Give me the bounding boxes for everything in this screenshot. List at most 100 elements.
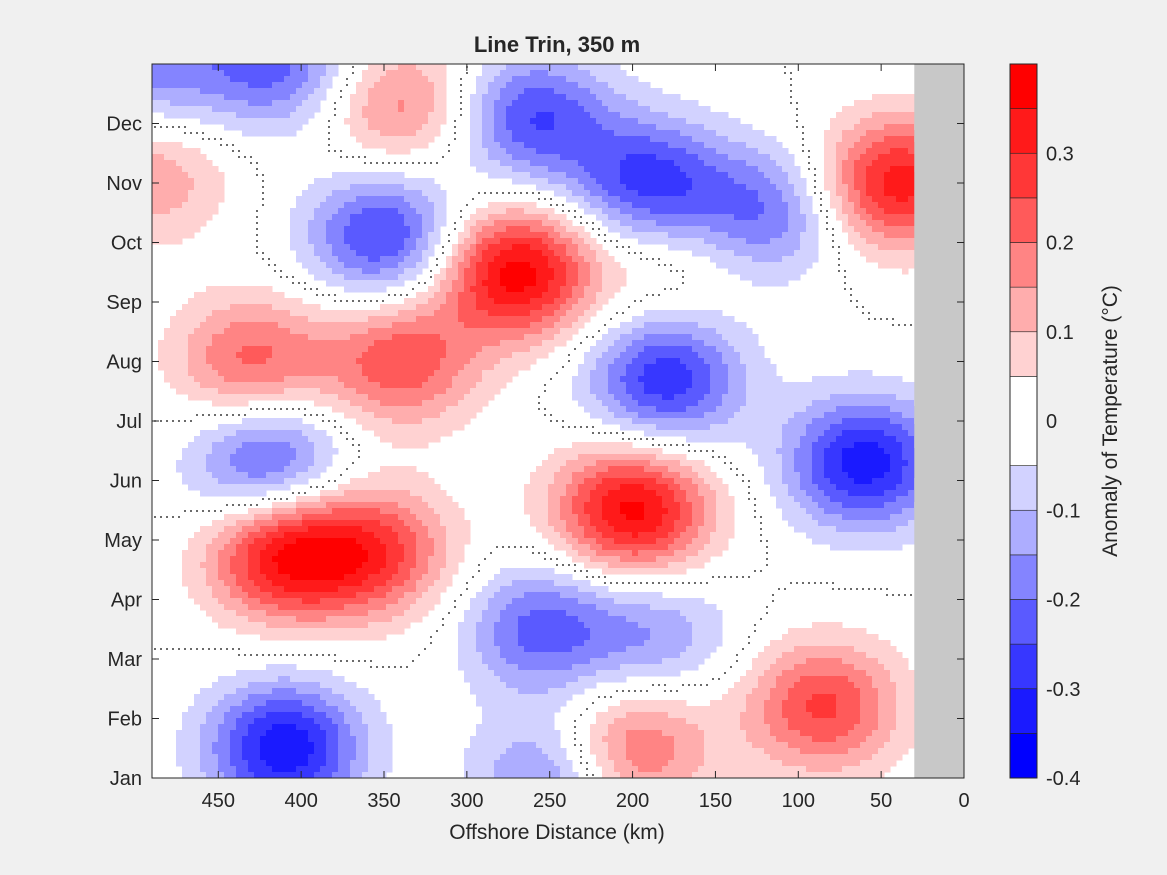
contour-cell <box>548 220 555 227</box>
contour-cell <box>848 202 855 209</box>
contour-cell <box>530 358 537 365</box>
contour-cell <box>512 154 519 161</box>
contour-cell <box>344 232 351 239</box>
contour-cell <box>152 214 159 221</box>
contour-cell <box>302 394 309 401</box>
contour-cell <box>212 286 219 293</box>
contour-cell <box>722 166 729 173</box>
contour-cell <box>464 316 471 323</box>
contour-cell <box>674 244 681 251</box>
contour-cell <box>620 322 627 329</box>
contour-cell <box>230 70 237 77</box>
contour-cell <box>854 124 861 131</box>
contour-cell <box>824 184 831 191</box>
contour-cell <box>830 184 837 191</box>
contour-cell <box>434 406 441 413</box>
contour-cell <box>620 160 627 167</box>
contour-cell <box>254 76 261 83</box>
contour-cell <box>218 64 225 71</box>
contour-cell <box>854 112 861 119</box>
contour-cell <box>518 88 525 95</box>
contour-cell <box>650 214 657 221</box>
contour-cell <box>356 94 363 101</box>
contour-cell <box>488 376 495 383</box>
contour-cell <box>344 376 351 383</box>
contour-cell <box>404 64 411 71</box>
contour-cell <box>632 82 639 89</box>
contour-cell <box>296 376 303 383</box>
contour-cell <box>746 124 753 131</box>
contour-cell <box>632 352 639 359</box>
contour-cell <box>290 232 297 239</box>
contour-cell <box>248 358 255 365</box>
contour-cell <box>224 112 231 119</box>
contour-cell <box>602 190 609 197</box>
contour-cell <box>404 382 411 389</box>
contour-cell <box>332 238 339 245</box>
contour-cell <box>212 64 219 71</box>
contour-cell <box>482 262 489 269</box>
contour-cell <box>242 346 249 353</box>
contour-cell <box>284 334 291 341</box>
contour-cell <box>818 406 825 413</box>
contour-cell <box>728 226 735 233</box>
contour-cell <box>464 334 471 341</box>
contour-cell <box>386 334 393 341</box>
contour-cell <box>404 94 411 101</box>
contour-cell <box>866 202 873 209</box>
contour-cell <box>608 148 615 155</box>
contour-cell <box>236 316 243 323</box>
contour-cell <box>878 256 885 263</box>
contour-cell <box>404 190 411 197</box>
contour-cell <box>458 286 465 293</box>
contour-cell <box>374 82 381 89</box>
contour-cell <box>548 316 555 323</box>
contour-cell <box>722 124 729 131</box>
contour-cell <box>362 346 369 353</box>
contour-cell <box>488 118 495 125</box>
contour-cell <box>860 208 867 215</box>
contour-cell <box>584 304 591 311</box>
contour-cell <box>254 286 261 293</box>
contour-cell <box>854 160 861 167</box>
contour-cell <box>860 220 867 227</box>
contour-cell <box>362 400 369 407</box>
contour-cell <box>260 124 267 131</box>
contour-cell <box>542 304 549 311</box>
contour-cell <box>572 274 579 281</box>
contour-cell <box>626 208 633 215</box>
contour-cell <box>380 346 387 353</box>
contour-cell <box>392 118 399 125</box>
contour-cell <box>800 226 807 233</box>
contour-cell <box>158 100 165 107</box>
contour-cell <box>170 172 177 179</box>
contour-cell <box>386 184 393 191</box>
contour-cell <box>800 256 807 263</box>
contour-cell <box>350 316 357 323</box>
contour-cell <box>212 208 219 215</box>
contour-cell <box>854 142 861 149</box>
contour-cell <box>398 328 405 335</box>
contour-cell <box>446 268 453 275</box>
contour-cell <box>794 382 801 389</box>
contour-cell <box>206 334 213 341</box>
contour-cell <box>650 112 657 119</box>
contour-cell <box>554 250 561 257</box>
contour-cell <box>668 94 675 101</box>
contour-cell <box>722 334 729 341</box>
contour-cell <box>782 154 789 161</box>
contour-cell <box>350 124 357 131</box>
contour-cell <box>458 304 465 311</box>
contour-cell <box>704 202 711 209</box>
contour-cell <box>668 334 675 341</box>
contour-cell <box>722 130 729 137</box>
contour-cell <box>566 238 573 245</box>
contour-cell <box>524 346 531 353</box>
contour-cell <box>494 328 501 335</box>
contour-cell <box>488 280 495 287</box>
contour-cell <box>380 106 387 113</box>
contour-cell <box>422 76 429 83</box>
contour-cell <box>230 76 237 83</box>
contour-cell <box>422 238 429 245</box>
